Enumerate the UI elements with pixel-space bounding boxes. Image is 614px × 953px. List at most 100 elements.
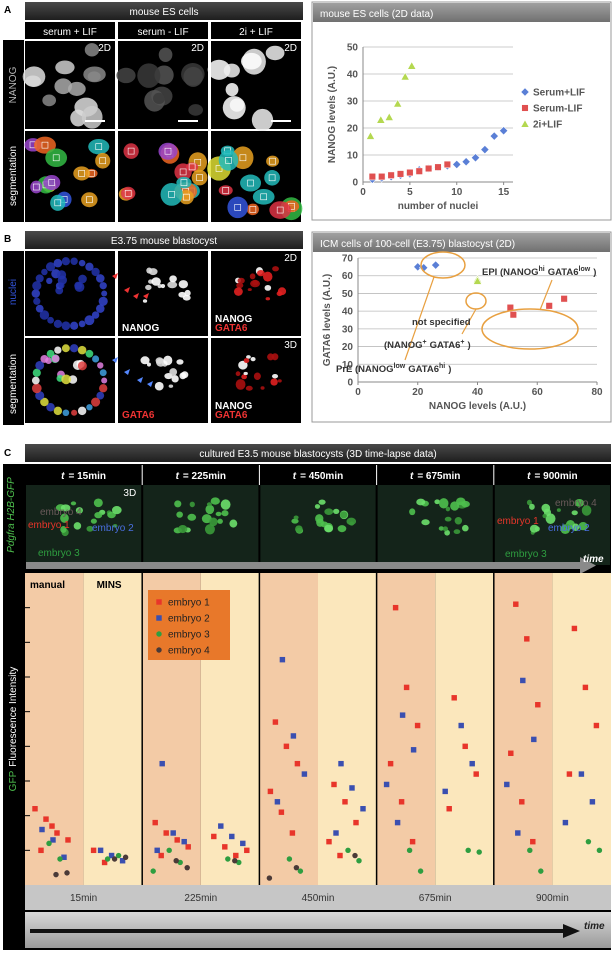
nucleus xyxy=(45,357,52,364)
cluster-outline xyxy=(420,251,466,279)
circle-marker xyxy=(150,868,156,874)
legend-label: embryo 3 xyxy=(168,630,210,641)
image-frame xyxy=(26,485,142,565)
dimension-label: 2D xyxy=(284,43,297,54)
micrograph xyxy=(25,338,115,423)
square-marker xyxy=(443,160,452,169)
embryo-label: embryo 3 xyxy=(38,548,80,559)
circle-marker xyxy=(406,847,413,854)
diamond-marker xyxy=(431,260,441,270)
y-tick-label: 30 xyxy=(347,97,359,108)
nucleus xyxy=(246,203,259,216)
chart-header xyxy=(313,3,610,22)
circle-marker xyxy=(465,847,471,854)
nucleus xyxy=(86,404,93,411)
seg-box xyxy=(164,147,172,155)
square-marker xyxy=(342,799,348,805)
nucleus xyxy=(39,310,50,320)
annotation: EPI (NANOGhi GATA6low) xyxy=(482,266,596,278)
nucleus xyxy=(221,510,229,517)
time-arrow-label: time xyxy=(584,921,605,932)
y-tick-label: 20 xyxy=(342,342,354,353)
annotation: PrE (NANOGlow GATA6hi) xyxy=(336,363,451,375)
nucleus xyxy=(456,497,466,506)
nucleus xyxy=(68,375,78,384)
nucleus xyxy=(155,357,164,364)
nucleus xyxy=(265,297,271,301)
nucleus xyxy=(542,513,547,519)
micrograph xyxy=(211,338,301,423)
seg-box xyxy=(183,193,190,201)
time-value: = 900min xyxy=(535,471,578,482)
square-marker xyxy=(331,781,337,788)
time-symbol: t xyxy=(176,471,180,482)
nucleus xyxy=(31,289,40,298)
y-tick-label: 20 xyxy=(347,124,359,135)
square-marker xyxy=(163,830,169,836)
nucleus xyxy=(70,321,79,330)
annotation-text: PrE (NANOG xyxy=(336,364,394,375)
annotation-text: (NANOG xyxy=(384,340,423,351)
square-marker xyxy=(462,743,468,750)
dimension-label: 2D xyxy=(98,43,111,54)
square-marker xyxy=(509,311,518,319)
diamond-marker xyxy=(461,157,471,167)
circle-marker xyxy=(173,858,179,864)
y-tick-label: 0 xyxy=(347,378,353,389)
square-marker xyxy=(43,816,49,822)
nucleus xyxy=(236,282,244,289)
nucleus xyxy=(270,378,278,386)
nucleus xyxy=(99,282,107,290)
seg-box xyxy=(239,154,247,162)
nucleus xyxy=(60,526,67,533)
nucleus xyxy=(450,501,460,511)
seg-box xyxy=(127,147,135,155)
image-frame xyxy=(118,338,208,423)
image-frame xyxy=(494,485,610,565)
stain-label: GATA6 xyxy=(215,323,248,334)
nucleus xyxy=(293,515,299,520)
arrowhead xyxy=(143,293,149,299)
square-marker xyxy=(406,168,414,177)
nucleus xyxy=(116,67,136,84)
panel-header: cultured E3.5 mouse blastocysts (3D time… xyxy=(199,449,436,460)
panel-label: C xyxy=(4,448,11,459)
nucleus xyxy=(349,521,355,526)
strip-chart: manual MINS embryo 1 embryo 2 embryo 3 embryo… xyxy=(8,573,611,948)
square-marker xyxy=(442,788,448,795)
nucleus xyxy=(168,384,174,388)
circle-marker xyxy=(46,840,52,847)
embryo-label: embryo 1 xyxy=(497,516,539,527)
nucleus xyxy=(556,508,561,512)
nucleus xyxy=(333,508,340,514)
embryo-label: embryo 2 xyxy=(92,523,134,534)
nucleus xyxy=(246,355,251,359)
nucleus xyxy=(33,297,41,305)
nucleus xyxy=(78,274,87,284)
square-marker xyxy=(531,736,537,743)
nucleus xyxy=(340,511,348,519)
annotation-superscript: low xyxy=(394,363,406,370)
nucleus xyxy=(169,275,177,283)
mins-background xyxy=(318,573,377,885)
nucleus xyxy=(90,518,97,524)
panel-header: mouse ES cells xyxy=(130,7,199,18)
seg-box xyxy=(41,141,49,149)
seg-box xyxy=(249,206,257,213)
square-marker xyxy=(458,722,464,729)
square-marker xyxy=(240,840,246,847)
x-tick-label: 15min xyxy=(70,893,97,904)
seg-box xyxy=(99,157,107,165)
square-marker xyxy=(156,615,162,621)
nucleus xyxy=(176,511,183,518)
nucleus xyxy=(295,525,303,533)
y-axis-label: GATA6 levels (A.U.) xyxy=(322,274,333,366)
nucleus xyxy=(140,356,150,365)
square-marker xyxy=(368,172,377,181)
nucleus xyxy=(101,290,108,297)
nucleus xyxy=(83,66,106,83)
micrograph xyxy=(118,251,208,336)
legend-label: embryo 4 xyxy=(168,646,210,657)
nucleus xyxy=(76,509,82,514)
nucleus xyxy=(204,524,215,535)
